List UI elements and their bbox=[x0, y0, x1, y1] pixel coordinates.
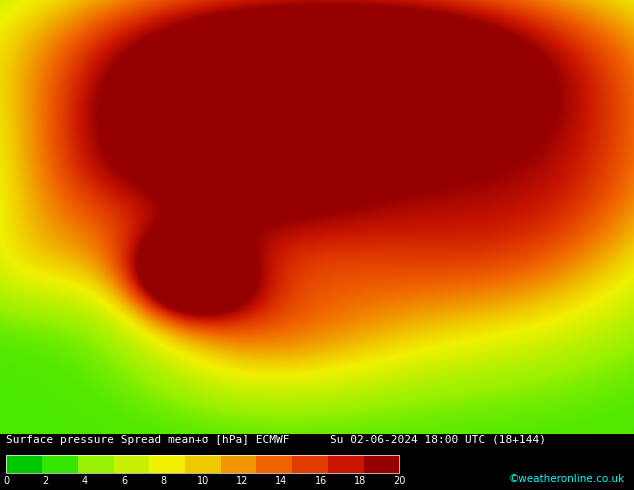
Text: Surface pressure Spread mean+σ [hPa] ECMWF      Su 02-06-2024 18:00 UTC (18+144): Surface pressure Spread mean+σ [hPa] ECM… bbox=[6, 435, 547, 445]
Text: 16: 16 bbox=[314, 476, 327, 487]
Text: 0: 0 bbox=[3, 476, 10, 487]
Bar bbox=[328, 455, 364, 473]
Bar bbox=[221, 455, 257, 473]
Text: 8: 8 bbox=[160, 476, 167, 487]
Text: 20: 20 bbox=[393, 476, 406, 487]
Bar bbox=[42, 455, 78, 473]
Text: 14: 14 bbox=[275, 476, 288, 487]
Bar bbox=[292, 455, 328, 473]
Text: 12: 12 bbox=[236, 476, 249, 487]
Bar bbox=[149, 455, 185, 473]
Bar bbox=[113, 455, 149, 473]
Text: 2: 2 bbox=[42, 476, 49, 487]
Bar bbox=[78, 455, 113, 473]
Bar bbox=[364, 455, 399, 473]
Bar bbox=[6, 455, 42, 473]
Bar bbox=[6, 455, 399, 473]
Text: 6: 6 bbox=[121, 476, 127, 487]
Text: 18: 18 bbox=[354, 476, 366, 487]
Bar bbox=[185, 455, 221, 473]
Text: ©weatheronline.co.uk: ©weatheronline.co.uk bbox=[508, 474, 624, 484]
Bar bbox=[257, 455, 292, 473]
Text: 10: 10 bbox=[197, 476, 209, 487]
Text: 4: 4 bbox=[82, 476, 88, 487]
